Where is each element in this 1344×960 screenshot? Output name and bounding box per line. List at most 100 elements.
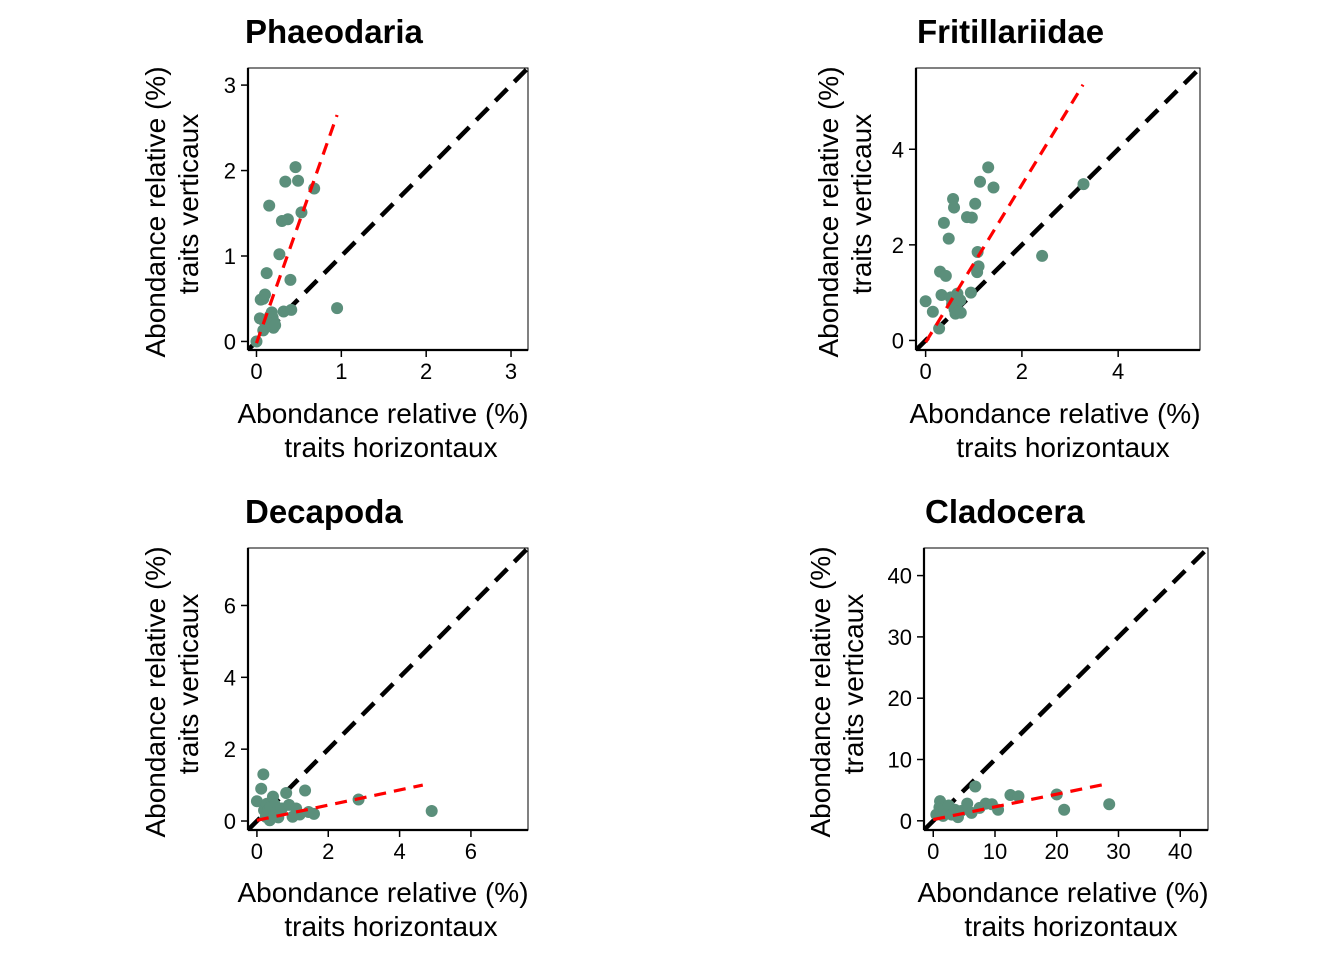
- panel-title: Fritillariidae: [917, 13, 1104, 50]
- data-point: [954, 294, 967, 307]
- data-point: [935, 289, 948, 302]
- y-tick-label: 2: [224, 159, 236, 184]
- x-tick-label: 1: [335, 359, 347, 384]
- y-axis-label-line2: traits verticaux: [173, 594, 204, 775]
- x-axis-label-line2: traits horizontaux: [956, 432, 1169, 463]
- x-tick-label: 0: [920, 359, 932, 384]
- x-tick-label: 2: [322, 839, 334, 864]
- data-point: [280, 786, 293, 799]
- identity-line: [248, 548, 528, 830]
- y-tick-label: 6: [224, 593, 236, 618]
- y-tick-label: 4: [224, 665, 236, 690]
- y-tick-label: 0: [900, 809, 912, 834]
- y-tick-label: 3: [224, 73, 236, 98]
- data-point: [919, 295, 932, 308]
- data-point: [969, 780, 982, 793]
- data-point: [1103, 798, 1116, 811]
- y-axis-label-line2: traits verticaux: [846, 114, 877, 295]
- data-point: [982, 161, 995, 174]
- x-axis-label: Abondance relative (%): [237, 398, 528, 429]
- y-axis-label: Abondance relative (%): [140, 66, 171, 357]
- data-point: [926, 305, 939, 318]
- data-point: [260, 267, 273, 280]
- y-tick-label: 40: [888, 564, 912, 589]
- x-tick-label: 2: [1016, 359, 1028, 384]
- data-point: [939, 269, 952, 282]
- x-axis-label: Abondance relative (%): [917, 877, 1208, 908]
- x-tick-label: 30: [1106, 839, 1130, 864]
- data-point: [948, 201, 961, 214]
- y-axis-label-group: Abondance relative (%) traits verticaux: [813, 66, 877, 357]
- data-point: [285, 303, 298, 316]
- x-tick-label: 40: [1168, 839, 1192, 864]
- data-point: [969, 197, 982, 210]
- y-axis-label-line2: traits verticaux: [173, 114, 204, 295]
- data-point: [954, 306, 967, 319]
- y-tick-label: 1: [224, 244, 236, 269]
- y-tick-label: 10: [888, 748, 912, 773]
- data-point: [289, 161, 302, 174]
- y-tick-label: 2: [224, 737, 236, 762]
- data-point: [1012, 790, 1025, 803]
- data-point: [937, 216, 950, 229]
- identity-line: [924, 548, 1208, 830]
- data-point: [961, 797, 974, 810]
- y-tick-label: 0: [892, 328, 904, 353]
- panel-2: Fritillariidae 0 2 4 0 2 4 Abondance relative (…: [813, 13, 1201, 463]
- fit-line: [924, 83, 1085, 344]
- data-point: [250, 795, 263, 808]
- data-point: [1036, 249, 1049, 262]
- x-tick-label: 4: [393, 839, 405, 864]
- data-point: [965, 211, 978, 224]
- fit-line: [254, 114, 339, 344]
- panel-1: Phaeodaria 0 1 2 3 0 1 2 3 Abondance relative (%)…: [140, 13, 529, 463]
- data-point: [942, 232, 955, 245]
- y-tick-label: 0: [224, 329, 236, 354]
- panel-title: Decapoda: [245, 493, 403, 530]
- data-point: [257, 768, 270, 781]
- x-tick-label: 2: [420, 359, 432, 384]
- data-point: [258, 288, 271, 301]
- data-point: [972, 260, 985, 273]
- y-axis-label-group: Abondance relative (%) traits verticaux: [140, 546, 204, 837]
- y-axis-label-line2: traits verticaux: [838, 594, 869, 775]
- data-point: [284, 273, 297, 286]
- data-point: [1058, 803, 1071, 816]
- data-point: [307, 807, 320, 820]
- data-point: [987, 181, 1000, 194]
- y-tick-label: 30: [888, 625, 912, 650]
- x-tick-label: 20: [1044, 839, 1068, 864]
- panel-title: Phaeodaria: [245, 13, 424, 50]
- y-tick-label: 2: [892, 233, 904, 258]
- y-axis-label: Abondance relative (%): [805, 546, 836, 837]
- y-tick-label: 4: [892, 137, 904, 162]
- x-tick-label: 0: [250, 359, 262, 384]
- y-axis-label-group: Abondance relative (%) traits verticaux: [805, 546, 869, 837]
- y-axis-label: Abondance relative (%): [140, 546, 171, 837]
- data-point: [281, 213, 294, 226]
- data-point: [263, 199, 276, 212]
- data-point: [1077, 178, 1090, 191]
- data-point: [425, 804, 438, 817]
- x-tick-label: 3: [505, 359, 517, 384]
- y-tick-label: 20: [888, 686, 912, 711]
- x-axis-label-line2: traits horizontaux: [284, 432, 497, 463]
- x-tick-label: 6: [465, 839, 477, 864]
- data-point: [273, 248, 286, 261]
- panel-title: Cladocera: [925, 493, 1085, 530]
- x-tick-label: 10: [983, 839, 1007, 864]
- data-point: [974, 175, 987, 188]
- data-point: [255, 782, 268, 795]
- fit-line: [256, 783, 424, 822]
- x-axis-label: Abondance relative (%): [909, 398, 1200, 429]
- data-point: [279, 175, 292, 188]
- data-point: [331, 302, 344, 315]
- identity-line: [248, 68, 528, 350]
- y-axis-label-group: Abondance relative (%) traits verticaux: [140, 66, 204, 357]
- panel-4: Cladocera 0 10 20 30 40 0 10 20 30 40 Abondance rel…: [805, 493, 1209, 942]
- x-tick-label: 0: [927, 839, 939, 864]
- fit-line: [932, 782, 1107, 822]
- x-axis-label-line2: traits horizontaux: [284, 911, 497, 942]
